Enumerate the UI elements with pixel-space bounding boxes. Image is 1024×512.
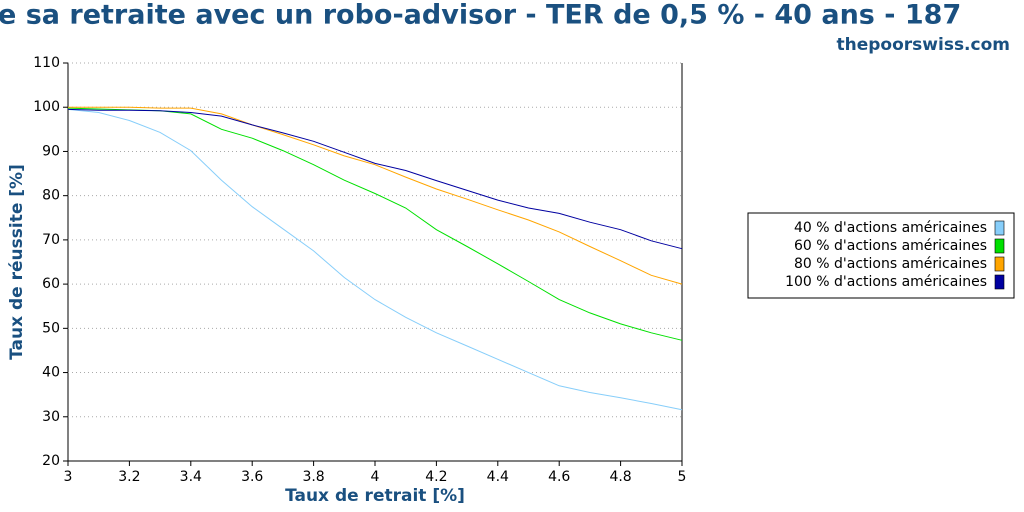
x-tick-label: 5 — [678, 469, 687, 485]
y-tick-label: 90 — [42, 143, 60, 159]
x-tick-label: 3.4 — [180, 469, 202, 485]
chart-subtitle: thepoorswiss.com — [837, 35, 1011, 55]
y-tick-label: 30 — [42, 409, 60, 425]
legend-swatch — [994, 220, 1005, 236]
legend-box — [747, 212, 1015, 299]
chart-title: e sa retraite avec un robo-advisor - TER… — [0, 0, 961, 31]
series-line — [68, 106, 683, 285]
x-tick-label: 3.8 — [302, 469, 324, 485]
y-tick-label: 80 — [42, 188, 60, 204]
x-axis-title: Taux de retrait [%] — [285, 486, 465, 506]
y-tick-label: 20 — [42, 453, 60, 469]
x-tick-label: 4.6 — [548, 469, 570, 485]
series-line — [67, 107, 683, 341]
y-axis-title: Taux de réussite [%] — [7, 164, 27, 360]
legend-label: 100 % d'actions américaines — [785, 274, 987, 290]
legend-swatch — [994, 256, 1005, 272]
x-tick-label: 3.2 — [118, 469, 140, 485]
y-tick-label: 50 — [42, 320, 60, 336]
x-tick-label: 3 — [64, 469, 73, 485]
y-tick-label: 100 — [33, 99, 60, 115]
legend-swatch — [994, 274, 1005, 290]
y-tick-label: 70 — [42, 232, 60, 248]
legend-swatch — [994, 238, 1005, 254]
x-tick-label: 4.2 — [425, 469, 447, 485]
legend-label: 40 % d'actions américaines — [794, 220, 987, 236]
y-tick-label: 110 — [33, 55, 60, 71]
x-tick-label: 4.4 — [487, 469, 509, 485]
x-tick-label: 4.8 — [609, 469, 631, 485]
series-line — [67, 108, 683, 411]
y-tick-label: 60 — [42, 276, 60, 292]
y-tick-label: 40 — [42, 365, 60, 381]
series-line — [67, 108, 683, 250]
legend-label: 60 % d'actions américaines — [794, 238, 987, 254]
x-tick-label: 4 — [371, 469, 380, 485]
legend-label: 80 % d'actions américaines — [794, 256, 987, 272]
x-tick-label: 3.6 — [241, 469, 263, 485]
